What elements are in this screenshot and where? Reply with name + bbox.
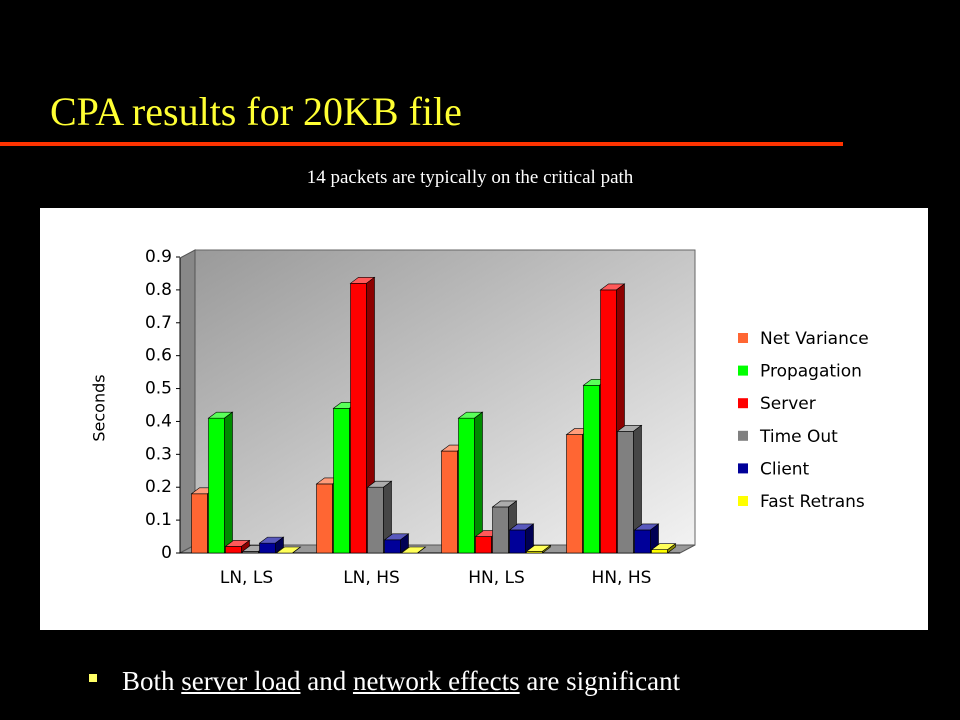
bar [316, 483, 333, 554]
y-tick-label: 0.8 [145, 280, 172, 300]
y-tick-label: 0.4 [145, 411, 172, 431]
bar-side [400, 533, 409, 554]
bar [509, 529, 526, 554]
bar [617, 431, 634, 554]
text: and [300, 666, 353, 696]
y-tick-label: 0.5 [145, 379, 172, 399]
y-tick-label: 0.1 [145, 510, 172, 530]
y-tick-label: 0.3 [145, 444, 172, 464]
y-tick-label: 0.7 [145, 313, 172, 333]
legend-swatch [738, 333, 748, 343]
title-rule [0, 142, 843, 146]
text: server load [181, 666, 301, 696]
text: Both [122, 666, 182, 696]
bar [225, 546, 242, 554]
bar [208, 417, 225, 554]
bar [441, 450, 458, 554]
legend-swatch [738, 430, 748, 441]
bar [492, 506, 509, 554]
bullet-marker [89, 674, 97, 682]
bar [566, 434, 583, 554]
bar-side [417, 546, 426, 554]
subtitle: 14 packets are typically on the critical… [306, 167, 634, 188]
bar-side [667, 543, 676, 554]
bar [583, 384, 600, 554]
bar [191, 493, 208, 554]
legend-label: Time Out [759, 427, 838, 447]
legend-label: Client [760, 459, 810, 479]
x-tick-label: LN, HS [343, 568, 400, 588]
bullet-text: Both server load and network effects are… [122, 666, 680, 697]
x-tick-label: HN, LS [468, 568, 525, 588]
text: network effects [352, 666, 520, 696]
legend-label: Fast Retrans [760, 492, 865, 512]
x-tick-label: LN, LS [220, 568, 273, 588]
bar-side [224, 411, 233, 554]
legend-label: Server [760, 394, 816, 414]
bar [458, 417, 475, 554]
legend-swatch [738, 398, 748, 409]
bar-side [275, 536, 284, 554]
y-tick-label: 0.2 [145, 477, 172, 497]
bar-side [292, 546, 301, 554]
y-tick-label: 0 [161, 543, 172, 563]
bar-side [542, 544, 551, 554]
legend-label: Propagation [760, 362, 862, 382]
x-tick-label: HN, HS [592, 568, 652, 588]
y-axis-label: Seconds [90, 374, 109, 441]
bar [634, 529, 651, 554]
legend-swatch [738, 496, 748, 506]
text: are significant [519, 666, 681, 696]
legend-swatch [738, 463, 748, 474]
bar [475, 536, 492, 554]
legend-swatch [738, 365, 748, 376]
bar [651, 549, 668, 554]
bar [367, 486, 384, 554]
legend-label: Net Variance [760, 329, 869, 349]
y-tick-label: 0.6 [145, 346, 172, 366]
bar [600, 289, 617, 554]
bar [350, 283, 367, 554]
slide-title: CPA results for 20KB file [50, 89, 462, 134]
y-tick-label: 0.9 [145, 247, 172, 267]
bar [333, 407, 350, 554]
bar [384, 539, 401, 554]
bar [259, 542, 276, 554]
